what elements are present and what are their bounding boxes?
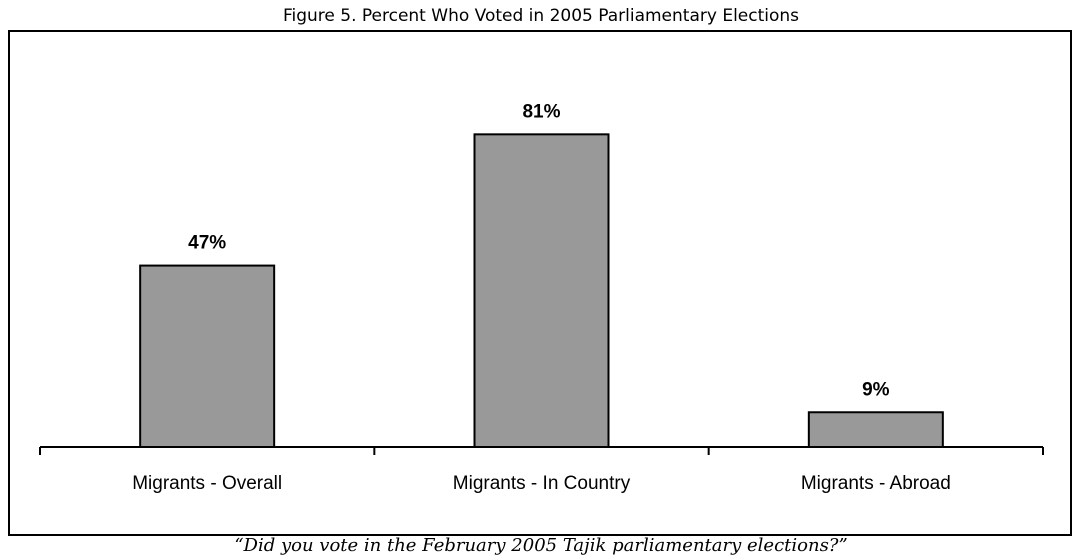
- data-label: 81%: [522, 101, 560, 122]
- data-label: 47%: [188, 233, 226, 254]
- data-label: 9%: [862, 379, 890, 400]
- chart-title: Figure 5. Percent Who Voted in 2005 Parl…: [282, 6, 800, 26]
- bar: [807, 411, 944, 449]
- x-tick-label: Migrants - In Country: [453, 473, 631, 494]
- bar: [139, 264, 276, 448]
- chart-frame: [8, 30, 1072, 536]
- bar: [473, 133, 610, 448]
- x-tick-label: Migrants - Overall: [132, 473, 282, 494]
- x-tick-label: Migrants - Abroad: [801, 473, 951, 494]
- chart-caption: “Did you vote in the February 2005 Tajik…: [234, 535, 848, 556]
